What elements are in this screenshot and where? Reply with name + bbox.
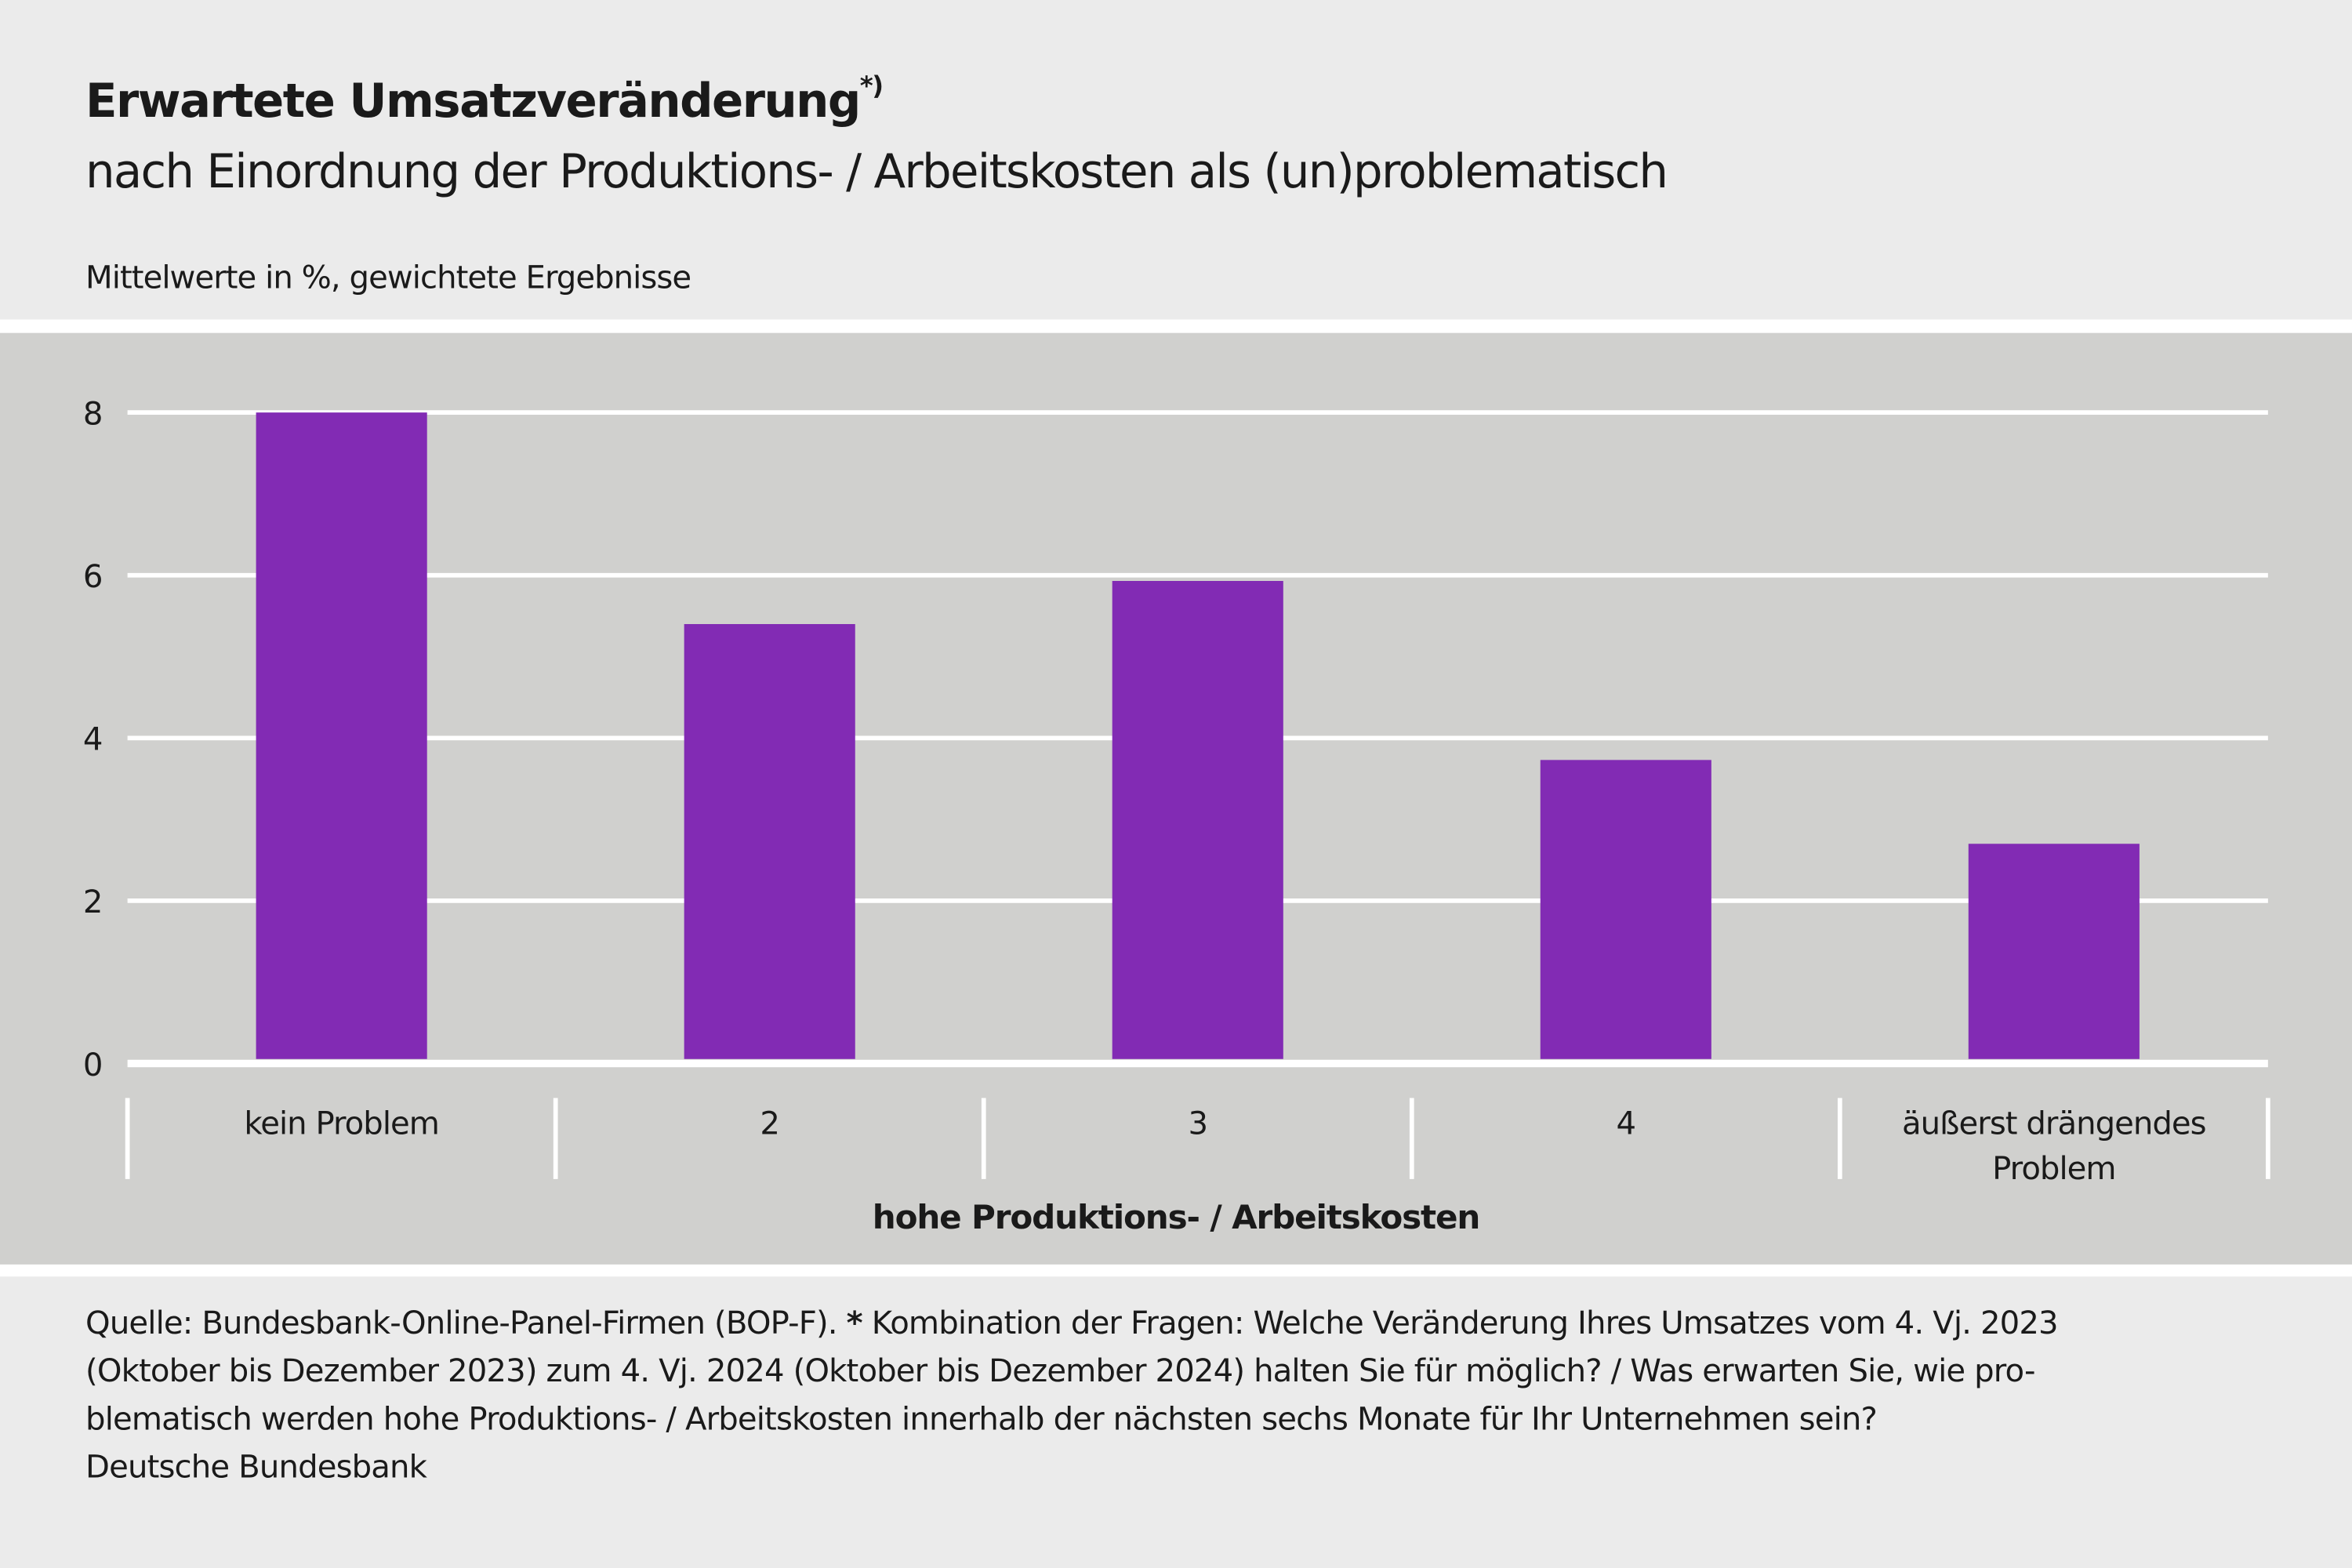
bar [1112,581,1283,1059]
unit-label: Mittelwerte in %, gewichtete Ergebnisse [85,259,691,296]
source-text: Quelle: Bundesbank-Online-Panel-Firmen (… [85,1305,837,1341]
bar [684,624,855,1059]
x-tick-label: Problem [1992,1151,2115,1187]
bar-chart: 0 2 4 6 8 kein Problem 2 3 4 äußerst drängendes Pr… [83,396,2270,1187]
title-text: Erwartete Umsatzveränderung [85,74,861,129]
footnote-line: blematisch werden hohe Produktions- / Ar… [85,1400,1878,1437]
chart-subtitle: nach Einordnung der Produktions- / Arbei… [85,145,1668,200]
y-tick-label: 0 [83,1047,103,1083]
organization: Deutsche Bundesbank [85,1449,427,1486]
x-tick-label: 2 [760,1105,779,1142]
y-tick-label: 4 [83,722,103,758]
divider [0,1264,2352,1277]
x-tick-label: 4 [1616,1105,1635,1142]
bar [1540,760,1711,1059]
x-tick-label: 3 [1188,1105,1207,1142]
asterisk: * [846,1305,863,1341]
divider [0,319,2352,333]
bar [1968,844,2140,1059]
footnote: Quelle: Bundesbank-Online-Panel-Firmen (… [85,1299,2059,1443]
footnote-line: Quelle: Bundesbank-Online-Panel-Firmen (… [85,1299,2059,1347]
bar [256,412,427,1059]
y-tick-label: 2 [83,884,103,920]
x-tick-label: äußerst drängendes [1902,1105,2206,1142]
chart-title: Erwartete Umsatzveränderung*) [85,71,884,129]
x-axis-label: hohe Produktions- / Arbeitskosten [872,1200,1481,1238]
footnote-line: (Oktober bis Dezember 2023) zum 4. Vj. 2… [85,1352,2035,1389]
x-tick-label: kein Problem [244,1105,439,1142]
footnote-marker: *) [859,71,884,102]
y-tick-label: 8 [83,396,103,432]
footnote-text: Kombination der Fragen: Welche Veränderu… [862,1305,2059,1341]
y-tick-label: 6 [83,559,103,595]
